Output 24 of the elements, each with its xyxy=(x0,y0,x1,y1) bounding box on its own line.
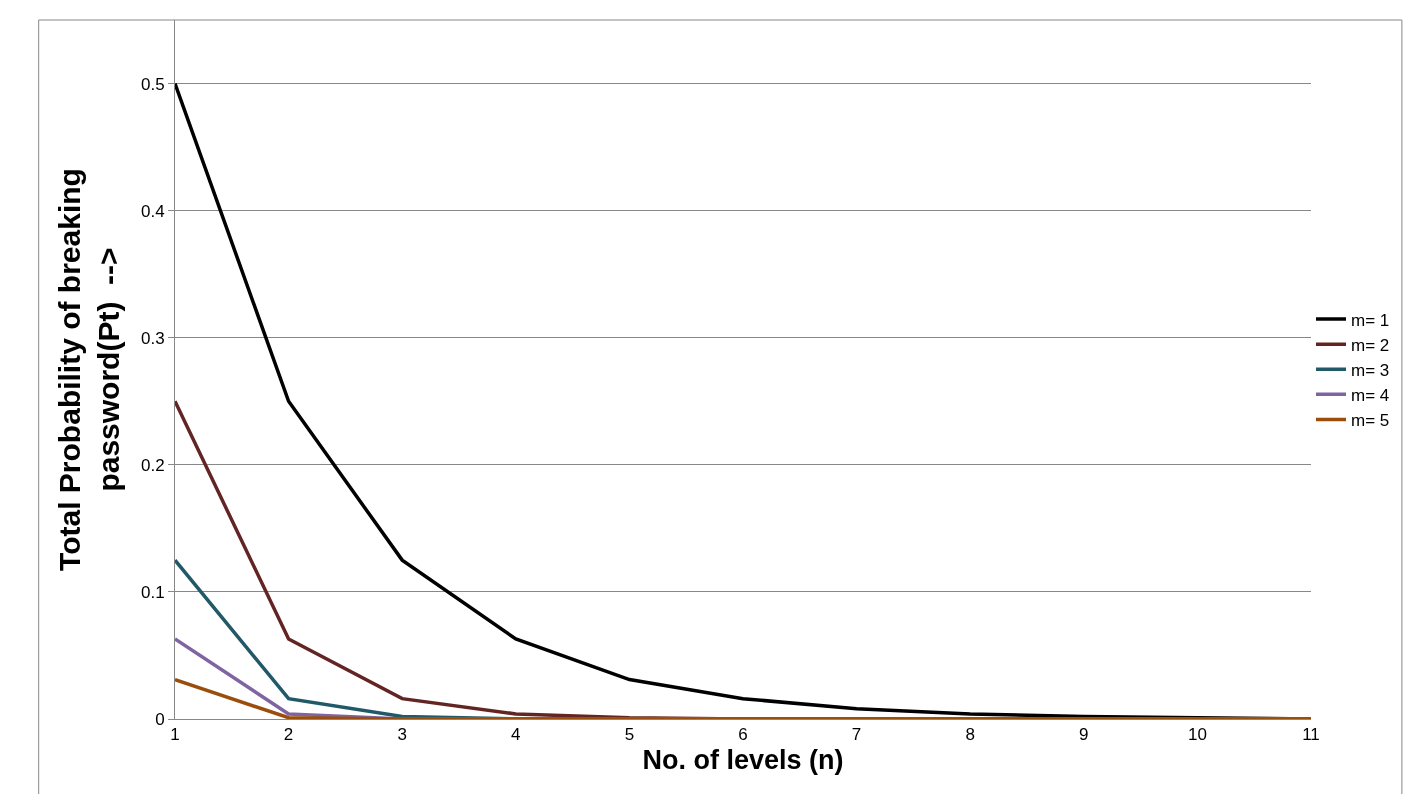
x-tick-label: 5 xyxy=(624,725,635,745)
legend-label: m= 1 xyxy=(1351,310,1390,330)
y-tick-label: 0.1 xyxy=(140,582,165,602)
x-axis-title: No. of levels (n) xyxy=(642,744,844,775)
y-axis-title: Total Probability of breaking password(Pt) --> xyxy=(52,168,125,571)
x-tick-label: 7 xyxy=(851,725,862,745)
y-tick-label: 0 xyxy=(155,709,165,729)
legend-label: m= 5 xyxy=(1351,411,1390,431)
x-tick-label: 3 xyxy=(397,725,407,745)
x-tick-label: 8 xyxy=(965,725,975,745)
x-tick-label: 2 xyxy=(283,725,294,745)
x-tick-label: 6 xyxy=(738,725,748,745)
x-tick-label: 4 xyxy=(511,725,521,745)
x-tick-label: 1 xyxy=(170,725,180,745)
legend-label: m= 2 xyxy=(1351,335,1390,355)
y-tick-label: 0.3 xyxy=(140,328,165,348)
x-tick-label: 9 xyxy=(1079,725,1089,745)
y-tick-label: 0.2 xyxy=(140,455,165,475)
legend-label: m= 3 xyxy=(1351,360,1390,380)
x-tick-label: 10 xyxy=(1187,725,1207,745)
x-tick-label: 11 xyxy=(1302,725,1320,745)
legend-label: m= 4 xyxy=(1351,385,1390,405)
y-tick-label: 0.5 xyxy=(140,74,165,94)
y-tick-label: 0.4 xyxy=(140,201,165,221)
